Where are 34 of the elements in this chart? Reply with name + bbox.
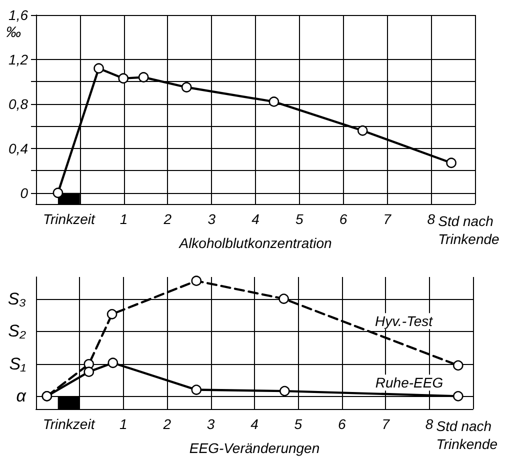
x-tick-label: 8 <box>425 416 434 432</box>
y-axis-title: ‰ <box>6 24 21 41</box>
x-tick-label: 3 <box>206 416 215 432</box>
ref-line-label: S₁ <box>9 354 26 374</box>
x-tick-label: 5 <box>296 211 304 227</box>
text: Std nach Trinkende <box>438 213 500 247</box>
x-tick-label: 1 <box>120 416 128 432</box>
y-tick-label: 0,8 <box>8 96 28 112</box>
series-label: Ruhe-EEG <box>375 374 444 391</box>
x-tick-label: 2 <box>162 211 172 227</box>
x-tick-label: 7 <box>382 416 391 432</box>
x-axis-title: EEG-Veränderungen <box>189 440 320 456</box>
y-tick-label: 0 <box>20 184 28 201</box>
ref-line-label: S₂ <box>8 321 27 340</box>
x-tick-label: 2 <box>162 416 172 432</box>
x-tick-label: 1 <box>120 211 128 227</box>
x-tick-label: 8 <box>427 211 436 227</box>
band-label: Trinkzeit <box>42 416 96 432</box>
x-tick-label: 6 <box>339 211 348 227</box>
x-axis-title: Alkoholblutkonzentration <box>178 235 332 251</box>
x-tick-label: 4 <box>250 416 259 432</box>
y-tick-label: 0,4 <box>8 140 28 156</box>
band-label: Trinkzeit <box>42 211 96 227</box>
y-tick-label: 1,6 <box>8 7 28 23</box>
x-tick-label: 3 <box>208 211 216 227</box>
ref-line-label: S₃ <box>8 289 26 308</box>
series-label: Hyv.-Test <box>374 313 434 330</box>
x-tick-label: 4 <box>252 211 260 227</box>
text: Std nach Trinkende <box>436 418 498 452</box>
y-tick-label: 1,2 <box>8 51 28 68</box>
x-tick-label: 7 <box>383 211 392 227</box>
x-tick-label: 6 <box>338 416 346 432</box>
ref-line-label: α <box>16 386 28 406</box>
x-tick-label: 5 <box>294 416 302 432</box>
